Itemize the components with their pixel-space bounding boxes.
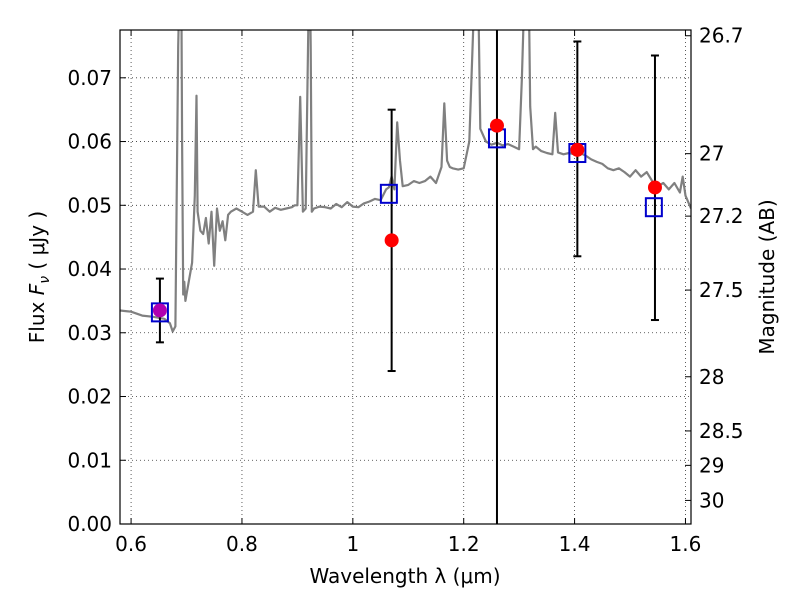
observed-point bbox=[489, 118, 504, 133]
model-band-square bbox=[379, 183, 398, 204]
observed-point bbox=[384, 233, 399, 248]
y-tick-label: 0.06 bbox=[67, 130, 112, 154]
observed-point bbox=[647, 180, 662, 195]
y-tick-label: 0.00 bbox=[67, 512, 112, 536]
observed-points bbox=[152, 118, 662, 318]
observed-point bbox=[152, 303, 167, 318]
x-tick-label: 1.4 bbox=[559, 532, 591, 556]
error-bars bbox=[155, 30, 659, 524]
y-tick-labels: 0.00 0.01 0.02 0.03 0.04 0.05 0.06 0.07 bbox=[67, 66, 112, 536]
axis-ticks bbox=[120, 30, 691, 525]
model-band-markers bbox=[150, 128, 663, 323]
y-tick-label: 0.07 bbox=[67, 66, 112, 90]
right-tick-label: 27.5 bbox=[699, 278, 744, 302]
y-axis-label: Flux Fν ( μJy ) bbox=[25, 211, 53, 343]
right-tick-labels: 26.7 27 27.2 27.5 28 28.5 29 30 bbox=[699, 24, 744, 513]
y-axis-label-symbol: F bbox=[25, 283, 49, 295]
x-tick-labels: 0.6 0.8 1 1.2 1.4 1.6 bbox=[115, 532, 701, 556]
right-tick-label: 26.7 bbox=[699, 24, 744, 48]
y-tick-label: 0.04 bbox=[67, 257, 112, 281]
right-axis-label: Magnitude (AB) bbox=[755, 199, 779, 354]
observed-point bbox=[570, 142, 585, 157]
x-tick-label: 1.6 bbox=[670, 532, 702, 556]
right-tick-label: 30 bbox=[699, 488, 724, 512]
plot-frame bbox=[119, 29, 692, 525]
right-tick-label: 29 bbox=[699, 453, 724, 477]
x-tick-label: 0.6 bbox=[115, 532, 147, 556]
grid-lines bbox=[120, 30, 691, 525]
x-axis-label: Wavelength λ (μm) bbox=[309, 564, 500, 588]
y-axis-label-subscript: ν bbox=[37, 276, 53, 284]
y-tick-label: 0.05 bbox=[67, 193, 112, 217]
spectrum-line bbox=[120, 30, 691, 333]
y-tick-label: 0.03 bbox=[67, 321, 112, 345]
model-spectrum bbox=[120, 30, 691, 333]
y-tick-label: 0.02 bbox=[67, 385, 112, 409]
right-tick-label: 28 bbox=[699, 365, 724, 389]
y-axis-label-suffix: ( μJy ) bbox=[25, 211, 49, 276]
model-band-square bbox=[150, 302, 169, 323]
x-tick-label: 1 bbox=[346, 532, 359, 556]
x-tick-label: 0.8 bbox=[226, 532, 258, 556]
y-axis-label-prefix: Flux bbox=[25, 295, 49, 343]
right-tick-label: 27.2 bbox=[699, 204, 744, 228]
y-tick-label: 0.01 bbox=[67, 448, 112, 472]
model-band-square bbox=[644, 197, 663, 218]
right-tick-label: 27 bbox=[699, 142, 724, 166]
right-tick-label: 28.5 bbox=[699, 419, 744, 443]
x-tick-label: 1.2 bbox=[448, 532, 480, 556]
